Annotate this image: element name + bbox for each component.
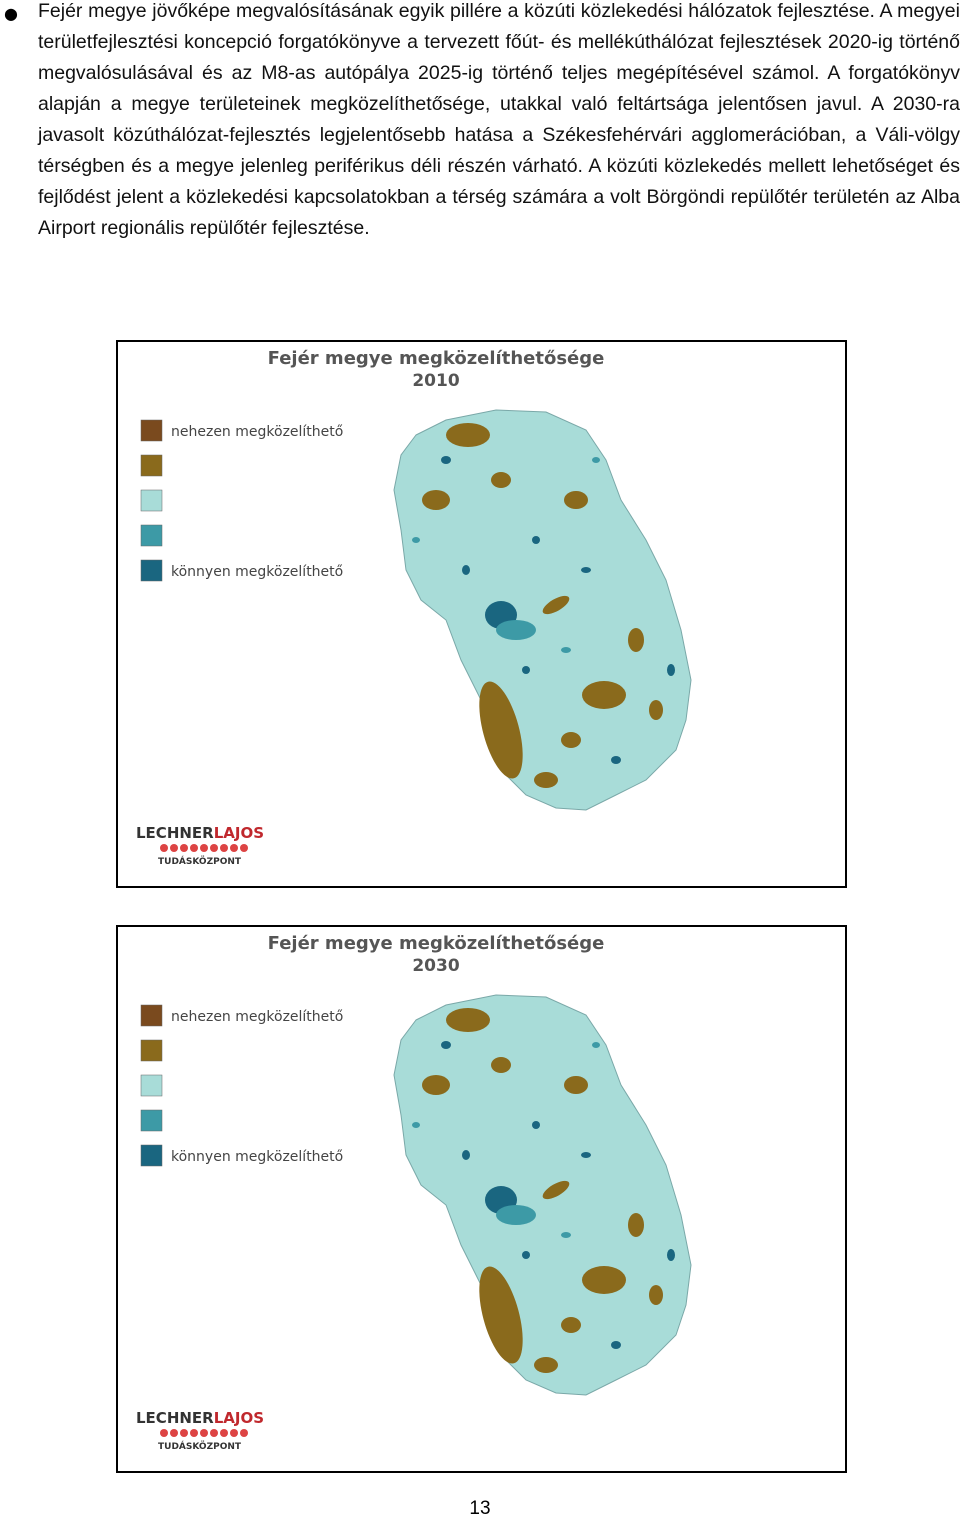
- logo-sub: TUDÁSKÖZPONT: [158, 855, 242, 867]
- legend-swatch: [140, 1144, 163, 1167]
- logo-dot: [180, 1429, 188, 1437]
- logo-dot: [240, 844, 248, 852]
- logo-dot: [220, 844, 228, 852]
- legend-swatch: [140, 1004, 163, 1027]
- bullet: ●: [4, 4, 18, 23]
- legend-swatch: [140, 1109, 163, 1132]
- logo-dot: [230, 844, 238, 852]
- logo: LECHNERLAJOS: [136, 1409, 264, 1427]
- logo-dot: [160, 844, 168, 852]
- logo-dot: [190, 1429, 198, 1437]
- legend-label: nehezen megközelíthető: [171, 1009, 343, 1025]
- paragraph: Fejér megye jövőképe megvalósításának eg…: [38, 0, 960, 239]
- logo-dot: [230, 1429, 238, 1437]
- legend-swatch: [140, 489, 163, 512]
- logo-red: LAJOS: [214, 1409, 264, 1427]
- legend-label: könnyen megközelíthető: [171, 564, 343, 580]
- logo-dot: [170, 1429, 178, 1437]
- legend-swatch: [140, 559, 163, 582]
- logo-dot: [210, 844, 218, 852]
- logo: LECHNERLAJOS: [136, 824, 264, 842]
- legend-swatch: [140, 419, 163, 442]
- legend-label: nehezen megközelíthető: [171, 424, 343, 440]
- legend-swatch: [140, 1074, 163, 1097]
- legend-swatch: [140, 1039, 163, 1062]
- logo-dot: [160, 1429, 168, 1437]
- logo-sub: TUDÁSKÖZPONT: [158, 1440, 242, 1452]
- logo-dot: [200, 844, 208, 852]
- map-year: 2010: [412, 371, 459, 391]
- logo-dot: [240, 1429, 248, 1437]
- map-title: Fejér megye megközelíthetősége: [268, 933, 605, 954]
- logo-dark: LECHNER: [136, 824, 214, 842]
- logo-red: LAJOS: [214, 824, 264, 842]
- legend-swatch: [140, 454, 163, 477]
- logo-dot: [170, 844, 178, 852]
- logo-dot: [220, 1429, 228, 1437]
- logo-dot: [210, 1429, 218, 1437]
- map-title: Fejér megye megközelíthetősége: [268, 348, 605, 369]
- logo-dot: [200, 1429, 208, 1437]
- logo-dot: [180, 844, 188, 852]
- legend-label: könnyen megközelíthető: [171, 1149, 343, 1165]
- logo-dark: LECHNER: [136, 1409, 214, 1427]
- legend-swatch: [140, 524, 163, 547]
- map-year: 2030: [412, 956, 459, 976]
- logo-dot: [190, 844, 198, 852]
- page-number: 13: [469, 1498, 491, 1519]
